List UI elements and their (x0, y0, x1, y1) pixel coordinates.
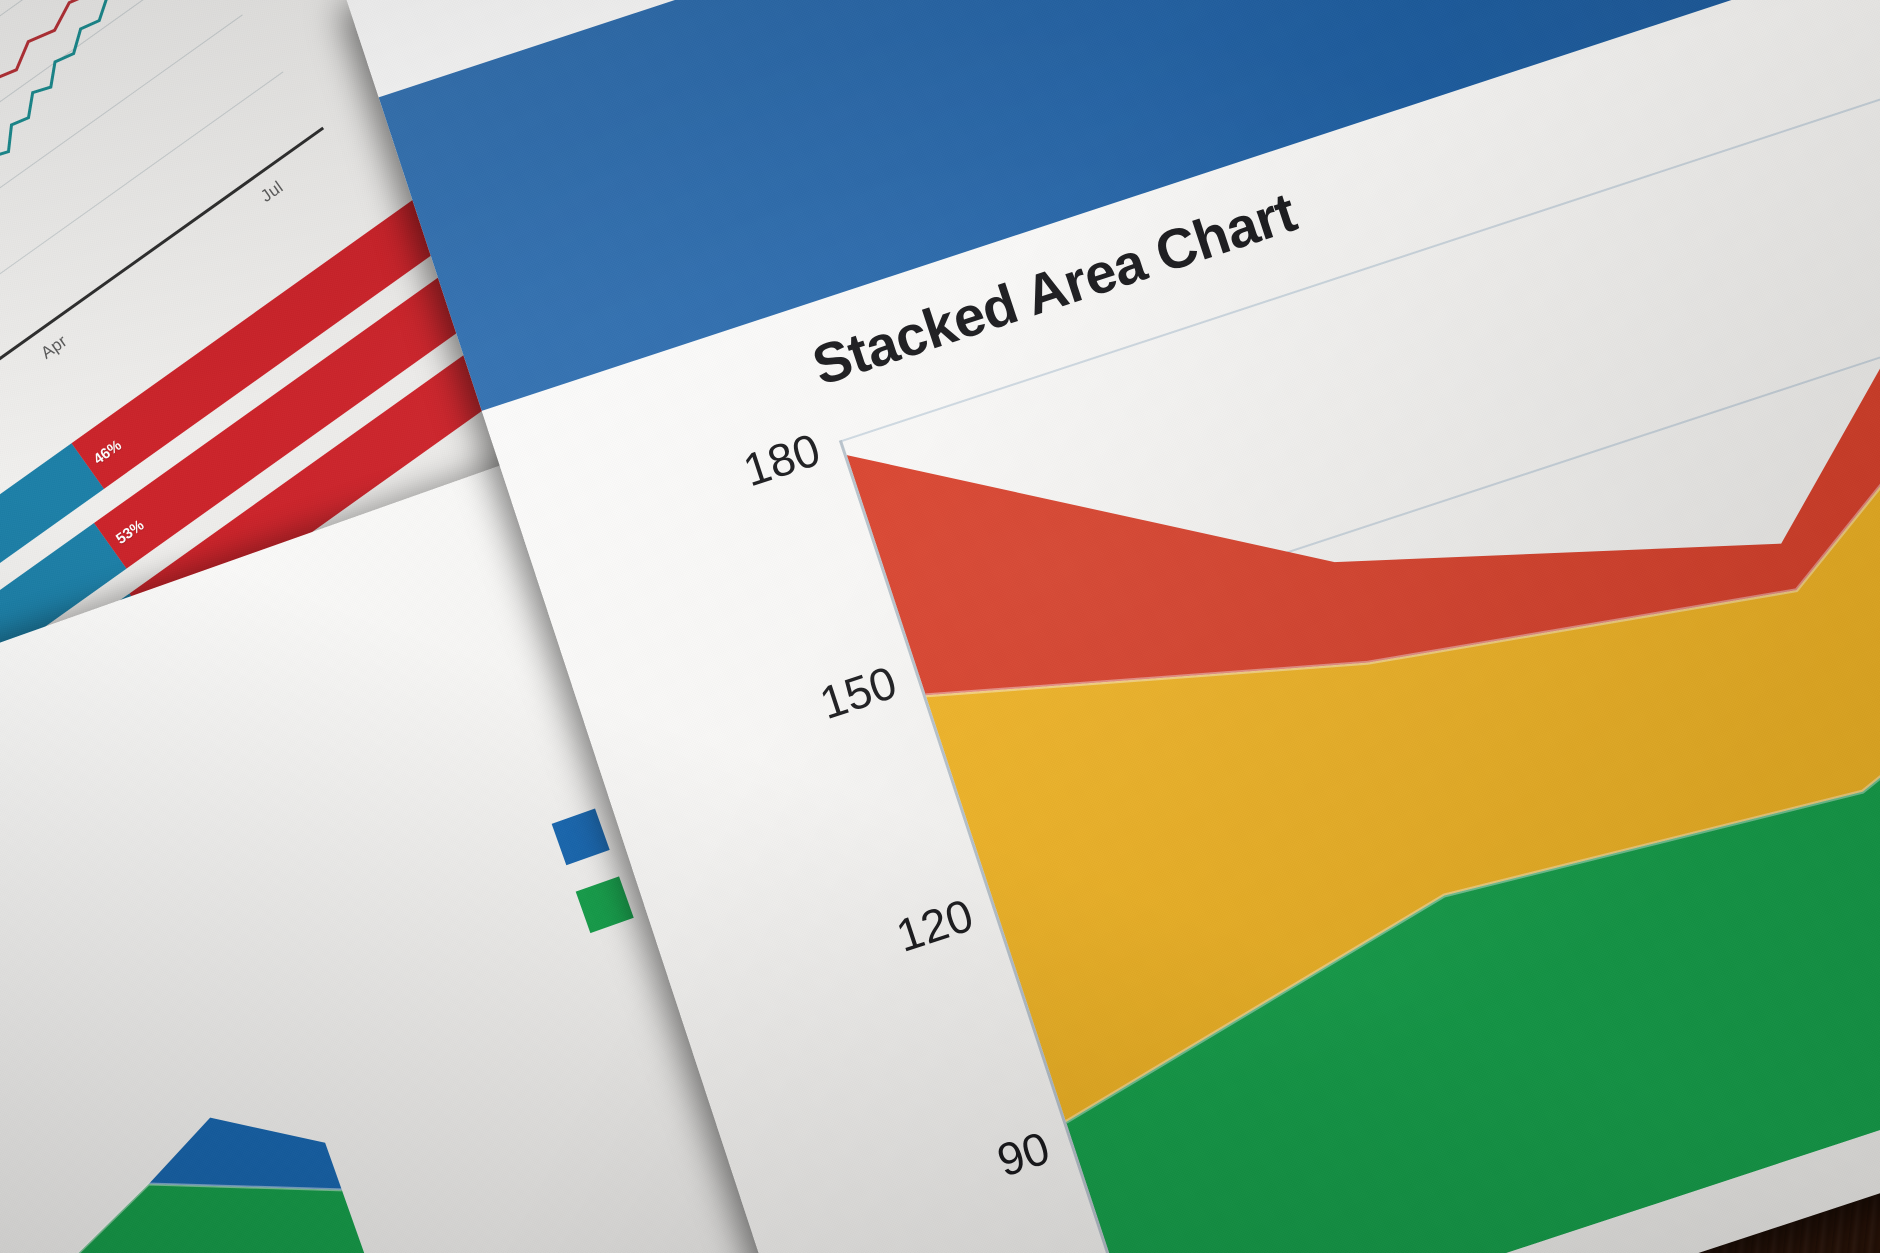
legend-report-page: Series 1 Series 2 (0, 265, 1416, 1253)
y-tick-label-120: 120 (890, 888, 980, 962)
legend-swatch-series-1 (551, 808, 610, 866)
y-tick-label-180: 180 (737, 422, 827, 497)
y-tick-label-90: 90 (990, 1121, 1056, 1187)
y-tick-label-150: 150 (813, 655, 903, 730)
stacked-area-series-group (846, 36, 1880, 1253)
area-series-4 (846, 36, 1880, 696)
area-series-3 (925, 191, 1880, 1122)
bar-value-label: 53% (112, 516, 147, 548)
line-chart-series (0, 0, 172, 471)
line-chart: Jan '18 Apr Jul (0, 0, 353, 523)
area-series-2 (1066, 502, 1880, 1253)
stacked-area-plot: 180 150 120 90 (737, 9, 1880, 1253)
legend-swatch-series-2 (575, 876, 634, 934)
x-axis-label-apr: Apr (37, 331, 71, 363)
analytics-report-page: Jan '18 Apr Jul 46% 53% (0, 0, 897, 1204)
bar-value-label: 46% (90, 436, 125, 468)
secondary-area-chart (29, 1117, 429, 1253)
stacked-area-report-page: Stacked Area Chart 180 150 120 90 (344, 0, 1880, 1253)
x-axis-label-jul: Jul (257, 177, 287, 206)
